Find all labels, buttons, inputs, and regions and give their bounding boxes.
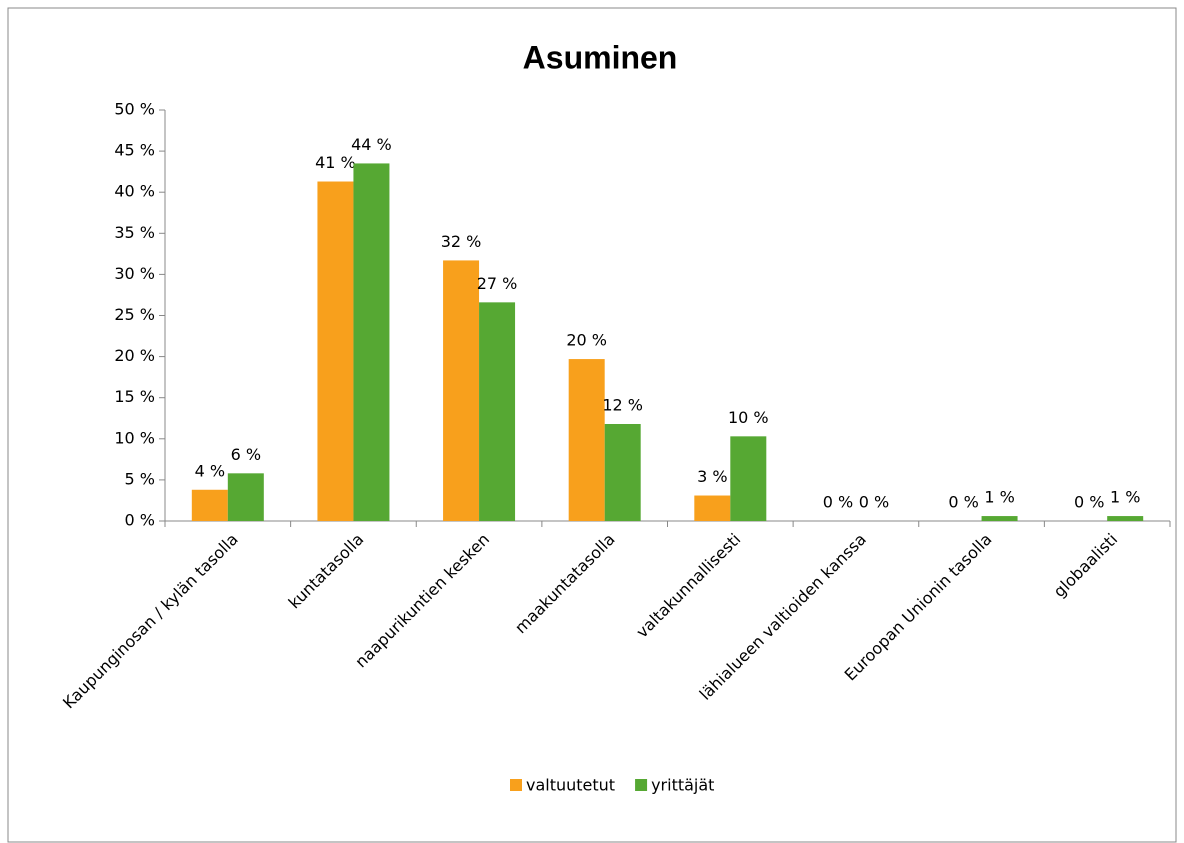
value-label: 10 % <box>728 408 769 427</box>
y-tick-label: 35 % <box>114 223 155 242</box>
y-tick-label: 20 % <box>114 346 155 365</box>
value-label: 6 % <box>231 445 261 464</box>
value-label: 0 % <box>859 493 889 512</box>
legend-swatch <box>510 779 522 791</box>
y-tick-label: 30 % <box>114 264 155 283</box>
bar <box>443 260 480 521</box>
bar <box>191 489 228 521</box>
y-tick-label: 15 % <box>114 387 155 406</box>
value-label: 0 % <box>1074 493 1104 512</box>
bar <box>604 424 641 521</box>
bar <box>1107 516 1144 521</box>
value-label: 44 % <box>351 135 392 154</box>
bar <box>730 436 767 521</box>
bar <box>317 181 354 521</box>
value-label: 41 % <box>315 153 356 172</box>
value-label: 32 % <box>441 232 482 251</box>
y-tick-label: 45 % <box>114 141 155 160</box>
value-label: 1 % <box>984 488 1014 507</box>
value-label: 1 % <box>1110 488 1140 507</box>
y-tick-label: 0 % <box>125 511 155 530</box>
bar <box>694 495 731 521</box>
chart-title: Asuminen <box>523 39 678 75</box>
value-label: 4 % <box>195 461 225 480</box>
bar <box>479 302 516 521</box>
value-label: 0 % <box>823 493 853 512</box>
value-label: 20 % <box>566 331 607 350</box>
bar <box>981 516 1018 521</box>
y-tick-label: 10 % <box>114 428 155 447</box>
value-label: 27 % <box>477 274 518 293</box>
legend-label: yrittäjät <box>651 776 714 795</box>
y-tick-label: 25 % <box>114 305 155 324</box>
legend-swatch <box>635 779 648 791</box>
value-label: 12 % <box>602 396 643 415</box>
y-tick-label: 50 % <box>114 100 155 119</box>
bar <box>227 473 264 521</box>
legend-label: valtuutetut <box>526 776 615 795</box>
y-tick-label: 40 % <box>114 182 155 201</box>
bar <box>353 163 390 521</box>
y-tick-label: 5 % <box>125 469 155 488</box>
value-label: 3 % <box>697 467 727 486</box>
bar <box>568 359 605 521</box>
value-label: 0 % <box>948 493 978 512</box>
